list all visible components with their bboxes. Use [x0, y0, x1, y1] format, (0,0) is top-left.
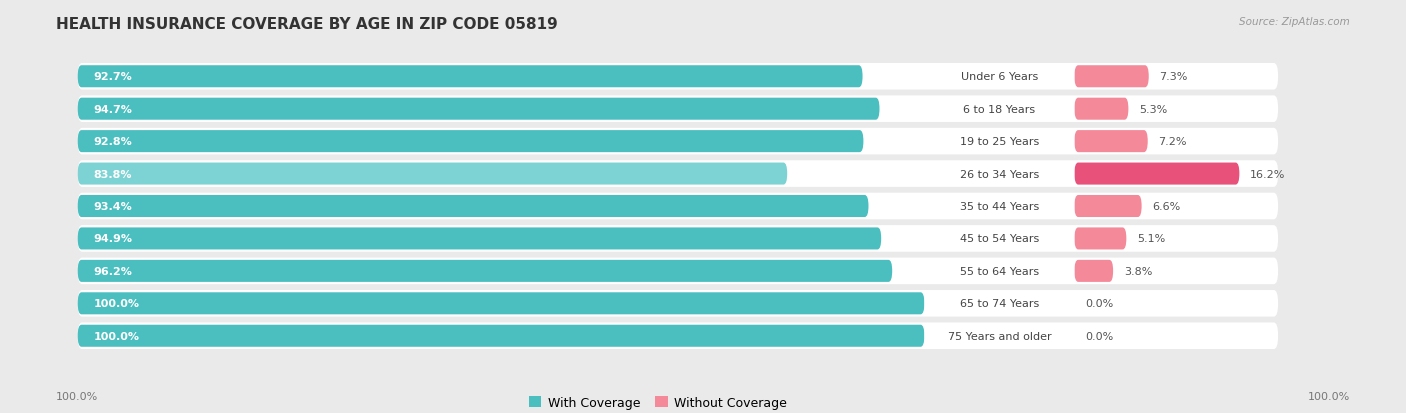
FancyBboxPatch shape [77, 163, 787, 185]
FancyBboxPatch shape [1074, 66, 1149, 88]
Text: 7.2%: 7.2% [1159, 137, 1187, 147]
Text: 26 to 34 Years: 26 to 34 Years [960, 169, 1039, 179]
FancyBboxPatch shape [1074, 195, 1142, 218]
FancyBboxPatch shape [77, 292, 924, 315]
FancyBboxPatch shape [77, 195, 869, 218]
FancyBboxPatch shape [77, 290, 1278, 317]
Text: 65 to 74 Years: 65 to 74 Years [960, 299, 1039, 309]
Text: Under 6 Years: Under 6 Years [960, 72, 1038, 82]
Text: 83.8%: 83.8% [94, 169, 132, 179]
FancyBboxPatch shape [77, 325, 924, 347]
Text: 19 to 25 Years: 19 to 25 Years [960, 137, 1039, 147]
FancyBboxPatch shape [77, 193, 1278, 220]
FancyBboxPatch shape [924, 98, 1074, 121]
FancyBboxPatch shape [77, 128, 1278, 155]
Text: 96.2%: 96.2% [94, 266, 132, 276]
FancyBboxPatch shape [924, 163, 1074, 185]
FancyBboxPatch shape [77, 260, 893, 282]
Text: 45 to 54 Years: 45 to 54 Years [960, 234, 1039, 244]
Text: 7.3%: 7.3% [1160, 72, 1188, 82]
FancyBboxPatch shape [77, 228, 882, 250]
FancyBboxPatch shape [1074, 131, 1147, 153]
Text: 100.0%: 100.0% [94, 299, 139, 309]
Legend: With Coverage, Without Coverage: With Coverage, Without Coverage [524, 391, 792, 413]
FancyBboxPatch shape [924, 66, 1074, 88]
Text: Source: ZipAtlas.com: Source: ZipAtlas.com [1239, 17, 1350, 26]
FancyBboxPatch shape [1074, 260, 1114, 282]
FancyBboxPatch shape [77, 258, 1278, 285]
FancyBboxPatch shape [1074, 228, 1126, 250]
FancyBboxPatch shape [77, 161, 1278, 188]
Text: 0.0%: 0.0% [1085, 299, 1114, 309]
FancyBboxPatch shape [77, 98, 880, 121]
Text: 6 to 18 Years: 6 to 18 Years [963, 104, 1035, 114]
FancyBboxPatch shape [77, 64, 1278, 90]
Text: 3.8%: 3.8% [1123, 266, 1153, 276]
Text: 92.7%: 92.7% [94, 72, 132, 82]
FancyBboxPatch shape [924, 195, 1074, 218]
Text: 0.0%: 0.0% [1085, 331, 1114, 341]
Text: 92.8%: 92.8% [94, 137, 132, 147]
FancyBboxPatch shape [924, 292, 1074, 315]
FancyBboxPatch shape [1074, 98, 1129, 121]
Text: 100.0%: 100.0% [1308, 391, 1350, 401]
Text: 16.2%: 16.2% [1250, 169, 1285, 179]
Text: 5.1%: 5.1% [1137, 234, 1166, 244]
Text: HEALTH INSURANCE COVERAGE BY AGE IN ZIP CODE 05819: HEALTH INSURANCE COVERAGE BY AGE IN ZIP … [56, 17, 558, 31]
FancyBboxPatch shape [77, 96, 1278, 123]
FancyBboxPatch shape [77, 323, 1278, 349]
Text: 93.4%: 93.4% [94, 202, 132, 211]
FancyBboxPatch shape [77, 131, 863, 153]
Text: 100.0%: 100.0% [94, 331, 139, 341]
Text: 94.9%: 94.9% [94, 234, 132, 244]
Text: 6.6%: 6.6% [1153, 202, 1181, 211]
FancyBboxPatch shape [77, 225, 1278, 252]
FancyBboxPatch shape [924, 325, 1074, 347]
Text: 94.7%: 94.7% [94, 104, 132, 114]
Text: 35 to 44 Years: 35 to 44 Years [960, 202, 1039, 211]
Text: 100.0%: 100.0% [56, 391, 98, 401]
FancyBboxPatch shape [924, 228, 1074, 250]
Text: 75 Years and older: 75 Years and older [948, 331, 1052, 341]
Text: 55 to 64 Years: 55 to 64 Years [960, 266, 1039, 276]
FancyBboxPatch shape [924, 260, 1074, 282]
Text: 5.3%: 5.3% [1139, 104, 1167, 114]
FancyBboxPatch shape [1074, 163, 1239, 185]
FancyBboxPatch shape [77, 66, 862, 88]
FancyBboxPatch shape [924, 131, 1074, 153]
